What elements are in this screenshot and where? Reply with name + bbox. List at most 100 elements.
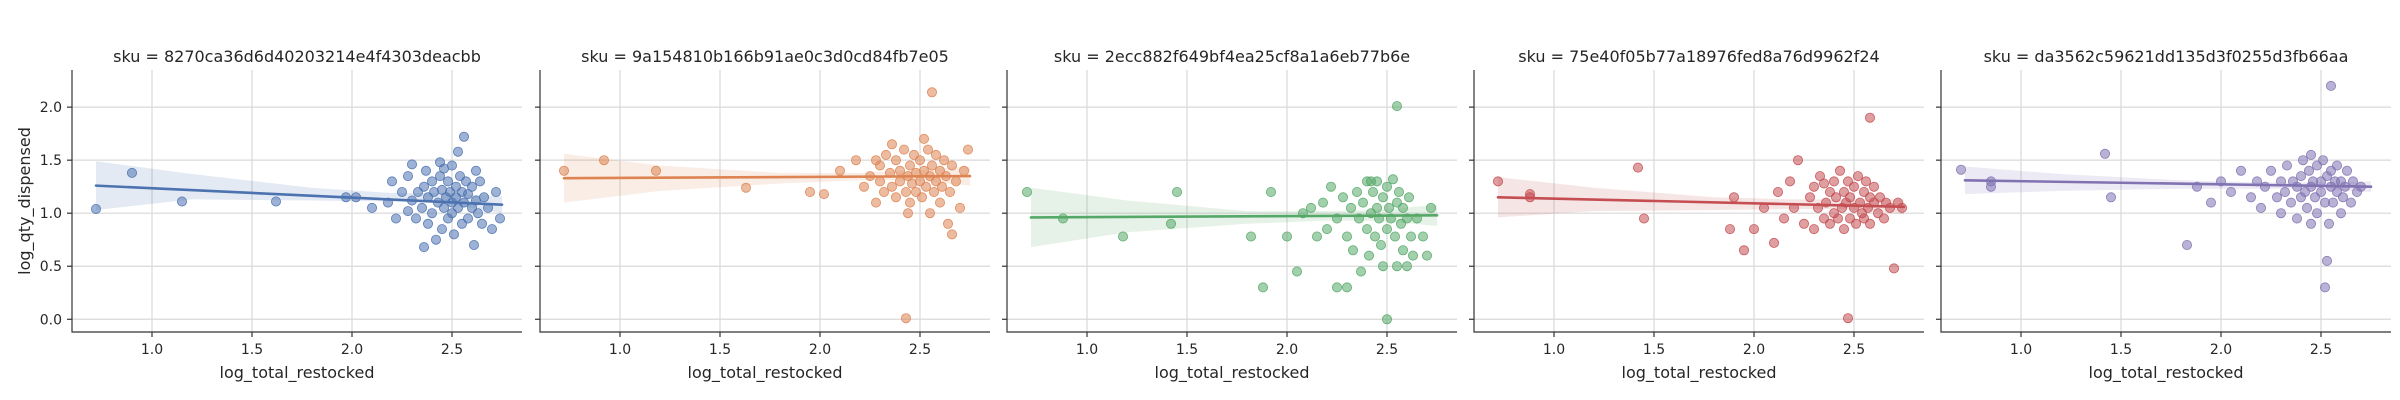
data-point	[420, 165, 431, 176]
x-axis-label: log_total_restocked	[1622, 363, 1777, 383]
data-point	[1382, 224, 1393, 235]
data-point	[1835, 165, 1846, 176]
data-point	[2279, 186, 2290, 197]
data-point	[1493, 176, 1504, 187]
data-point	[2297, 155, 2308, 166]
data-point	[1819, 178, 1830, 189]
data-point	[1769, 237, 1780, 248]
axis-spine	[539, 70, 990, 333]
x-tick-label: 2.0	[341, 342, 363, 358]
y-tick-label: 1.0	[40, 206, 62, 222]
data-point	[1370, 231, 1381, 242]
panel-title: sku = 75e40f05b77a18976fed8a76d9962f24	[1518, 47, 1879, 66]
data-point	[2323, 218, 2334, 229]
data-point	[1352, 186, 1363, 197]
data-point	[416, 202, 427, 213]
data-point	[176, 196, 187, 207]
panel-title: sku = 8270ca36d6d40203214e4f4303deacbb	[113, 47, 481, 66]
data-point	[2325, 80, 2336, 91]
axis-spine	[1473, 70, 1924, 333]
data-point	[559, 165, 570, 176]
x-tick-label: 2.5	[909, 342, 931, 358]
x-tick-label: 1.5	[1176, 342, 1198, 358]
y-tick-label: 2.0	[40, 100, 62, 116]
data-point	[1418, 231, 1429, 242]
data-point	[2259, 181, 2270, 192]
data-point	[2271, 192, 2282, 203]
data-point	[418, 242, 429, 253]
data-point	[891, 192, 902, 203]
data-point	[1799, 218, 1810, 229]
data-point	[270, 196, 281, 207]
y-axis-label: log_qty_dispensed	[15, 127, 35, 275]
data-point	[819, 189, 830, 200]
data-point	[472, 208, 483, 219]
data-point	[1805, 192, 1816, 203]
data-point	[2317, 155, 2328, 166]
data-point	[951, 176, 962, 187]
data-point	[963, 144, 974, 155]
data-point	[2225, 186, 2236, 197]
data-point	[1831, 192, 1842, 203]
data-point	[1390, 231, 1401, 242]
data-point	[1318, 197, 1329, 208]
panel-title: sku = 2ecc882f649bf4ea25cf8a1a6eb77b6e	[1054, 47, 1410, 66]
data-point	[2321, 255, 2332, 266]
data-point	[402, 171, 413, 182]
data-point	[2319, 282, 2330, 293]
panel-title: sku = 9a154810b166b91ae0c3d0cd84fb7e05	[581, 47, 949, 66]
y-tick-label: 0.0	[40, 312, 62, 328]
data-point	[1793, 155, 1804, 166]
data-point	[1366, 176, 1377, 187]
data-point	[947, 160, 958, 171]
data-point	[2285, 197, 2296, 208]
data-point	[1829, 176, 1840, 187]
data-point	[879, 186, 890, 197]
x-tick-label: 1.0	[141, 342, 163, 358]
data-point	[1172, 186, 1183, 197]
data-point	[1246, 231, 1257, 242]
x-tick-label: 1.0	[1543, 342, 1565, 358]
data-point	[1986, 181, 1997, 192]
data-point	[875, 176, 886, 187]
data-point	[1364, 250, 1375, 261]
data-point	[1398, 202, 1409, 213]
data-point	[1809, 181, 1820, 192]
data-point	[1406, 231, 1417, 242]
x-tick-label: 2.5	[1376, 342, 1398, 358]
data-point	[851, 155, 862, 166]
data-point	[1861, 176, 1872, 187]
x-axis-label: log_total_restocked	[1155, 363, 1310, 383]
regression-line	[94, 184, 504, 207]
data-point	[1956, 164, 1967, 175]
data-point	[919, 133, 930, 144]
data-point	[402, 206, 413, 217]
data-point	[1358, 197, 1369, 208]
regression-line	[562, 174, 972, 180]
data-point	[1362, 224, 1373, 235]
facet-panel-1: 1.0 1.5 2.0 2.5 0.0 0.5 1.0 1.5 2.0 log_total_res…	[40, 47, 522, 383]
x-tick-label: 2.5	[1843, 342, 1865, 358]
y-tick-label: 1.5	[40, 153, 62, 169]
x-tick-label: 1.0	[2010, 342, 2032, 358]
data-point	[390, 213, 401, 224]
x-tick-label: 1.5	[241, 342, 263, 358]
data-point	[438, 202, 449, 213]
data-point	[2235, 165, 2246, 176]
data-point	[1368, 186, 1379, 197]
data-point	[1843, 313, 1854, 324]
data-point	[2295, 171, 2306, 182]
data-point	[462, 213, 473, 224]
data-point	[1729, 192, 1740, 203]
data-point	[476, 218, 487, 229]
data-point	[448, 229, 459, 240]
data-point	[1342, 282, 1353, 293]
x-axis-label: log_total_restocked	[688, 363, 843, 383]
data-point	[871, 197, 882, 208]
data-point	[1849, 181, 1860, 192]
data-point	[1306, 202, 1317, 213]
data-point	[805, 186, 816, 197]
data-point	[925, 208, 936, 219]
x-tick-label: 2.0	[1276, 342, 1298, 358]
